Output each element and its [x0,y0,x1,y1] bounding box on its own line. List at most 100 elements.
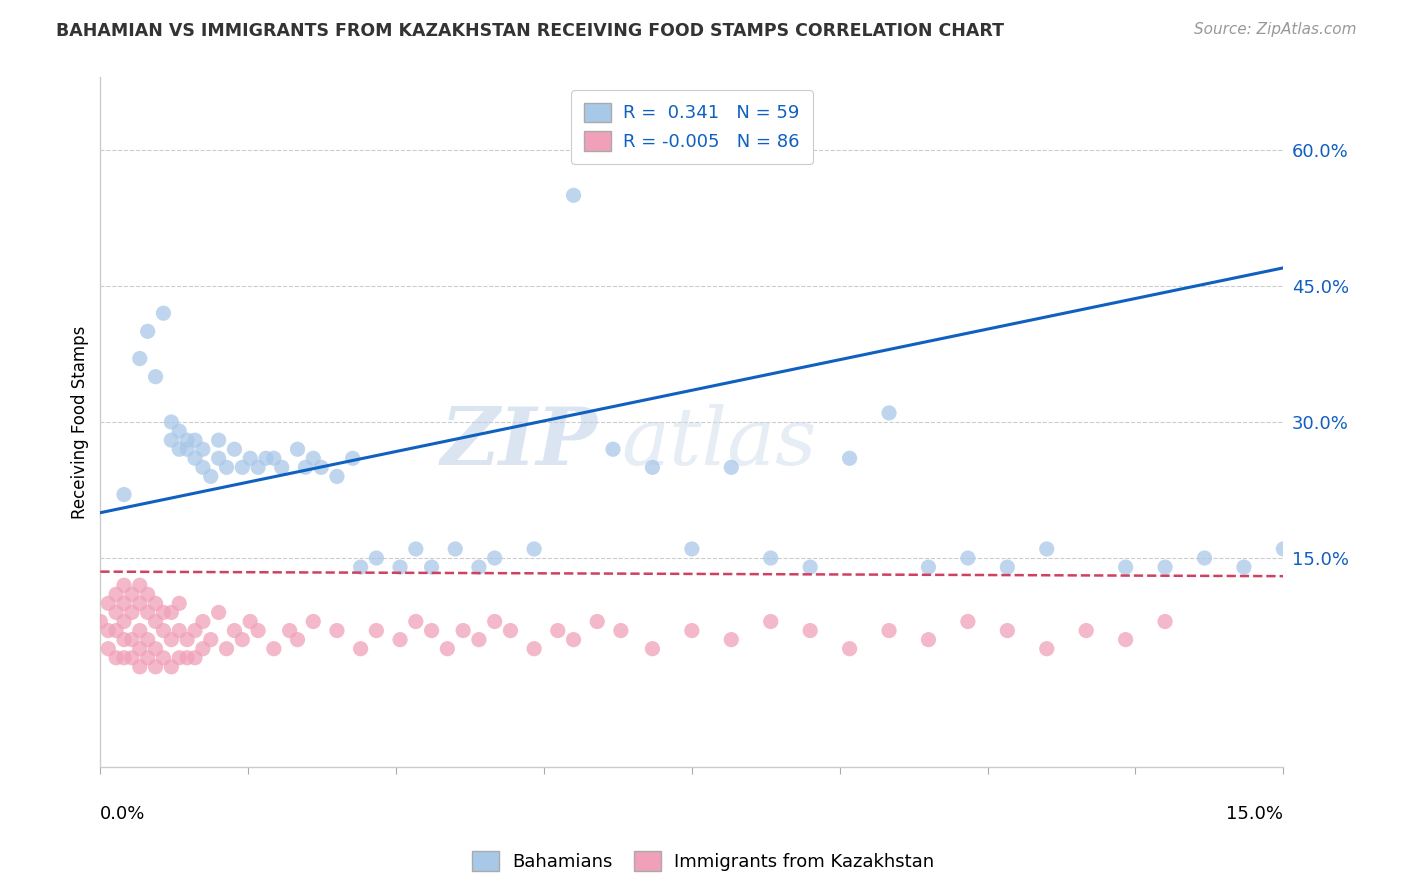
Point [112,650,135,665]
Point [128,351,150,366]
Point [263,641,285,656]
Point [167,650,190,665]
Point [121,606,143,620]
Point [451,624,474,638]
Point [349,560,371,574]
Point [184,624,207,638]
Point [759,551,782,566]
Point [302,615,325,629]
Point [1076,624,1098,638]
Point [145,369,167,384]
Point [128,660,150,674]
Point [176,442,198,457]
Point [239,615,262,629]
Point [128,578,150,592]
Point [263,451,285,466]
Point [917,632,939,647]
Point [224,624,246,638]
Point [136,632,159,647]
Point [136,587,159,601]
Point [215,641,238,656]
Point [121,587,143,601]
Point [112,632,135,647]
Point [326,469,349,483]
Point [270,460,292,475]
Text: ZIP: ZIP [440,404,598,482]
Point [523,641,546,656]
Point [294,460,316,475]
Point [191,460,214,475]
Point [287,632,309,647]
Point [420,560,443,574]
Point [759,615,782,629]
Point [1035,541,1057,556]
Point [562,632,585,647]
Point [366,624,388,638]
Text: BAHAMIAN VS IMMIGRANTS FROM KAZAKHSTAN RECEIVING FOOD STAMPS CORRELATION CHART: BAHAMIAN VS IMMIGRANTS FROM KAZAKHSTAN R… [56,22,1004,40]
Point [176,433,198,447]
Point [105,624,128,638]
Point [309,460,332,475]
Point [231,632,253,647]
Point [208,451,231,466]
Point [105,606,128,620]
Point [105,587,128,601]
Point [200,469,222,483]
Point [97,641,120,656]
Point [160,660,183,674]
Point [1035,641,1057,656]
Point [326,624,349,638]
Legend: R =  0.341   N = 59, R = -0.005   N = 86: R = 0.341 N = 59, R = -0.005 N = 86 [571,90,813,164]
Point [799,560,821,574]
Point [917,560,939,574]
Point [1194,551,1216,566]
Point [176,650,198,665]
Text: 15.0%: 15.0% [1226,805,1284,823]
Point [208,433,231,447]
Text: atlas: atlas [621,404,817,482]
Point [547,624,569,638]
Point [405,541,427,556]
Point [389,632,412,647]
Point [877,406,900,420]
Point [112,487,135,501]
Point [224,442,246,457]
Y-axis label: Receiving Food Stamps: Receiving Food Stamps [72,326,89,519]
Point [247,624,270,638]
Point [278,624,301,638]
Point [877,624,900,638]
Point [128,596,150,610]
Point [167,424,190,438]
Point [956,551,979,566]
Point [405,615,427,629]
Text: 0.0%: 0.0% [100,805,146,823]
Point [160,415,183,429]
Point [215,460,238,475]
Point [97,596,120,610]
Point [152,624,174,638]
Point [184,433,207,447]
Point [1115,632,1137,647]
Point [444,541,467,556]
Point [838,451,860,466]
Point [160,433,183,447]
Point [208,606,231,620]
Point [389,560,412,574]
Point [499,624,522,638]
Point [152,606,174,620]
Point [720,460,742,475]
Point [128,641,150,656]
Point [484,551,506,566]
Point [1272,541,1295,556]
Point [200,632,222,647]
Point [160,606,183,620]
Point [191,442,214,457]
Point [523,541,546,556]
Point [641,641,664,656]
Point [468,632,491,647]
Point [302,451,325,466]
Point [1233,560,1256,574]
Point [112,578,135,592]
Point [1154,560,1177,574]
Point [610,624,633,638]
